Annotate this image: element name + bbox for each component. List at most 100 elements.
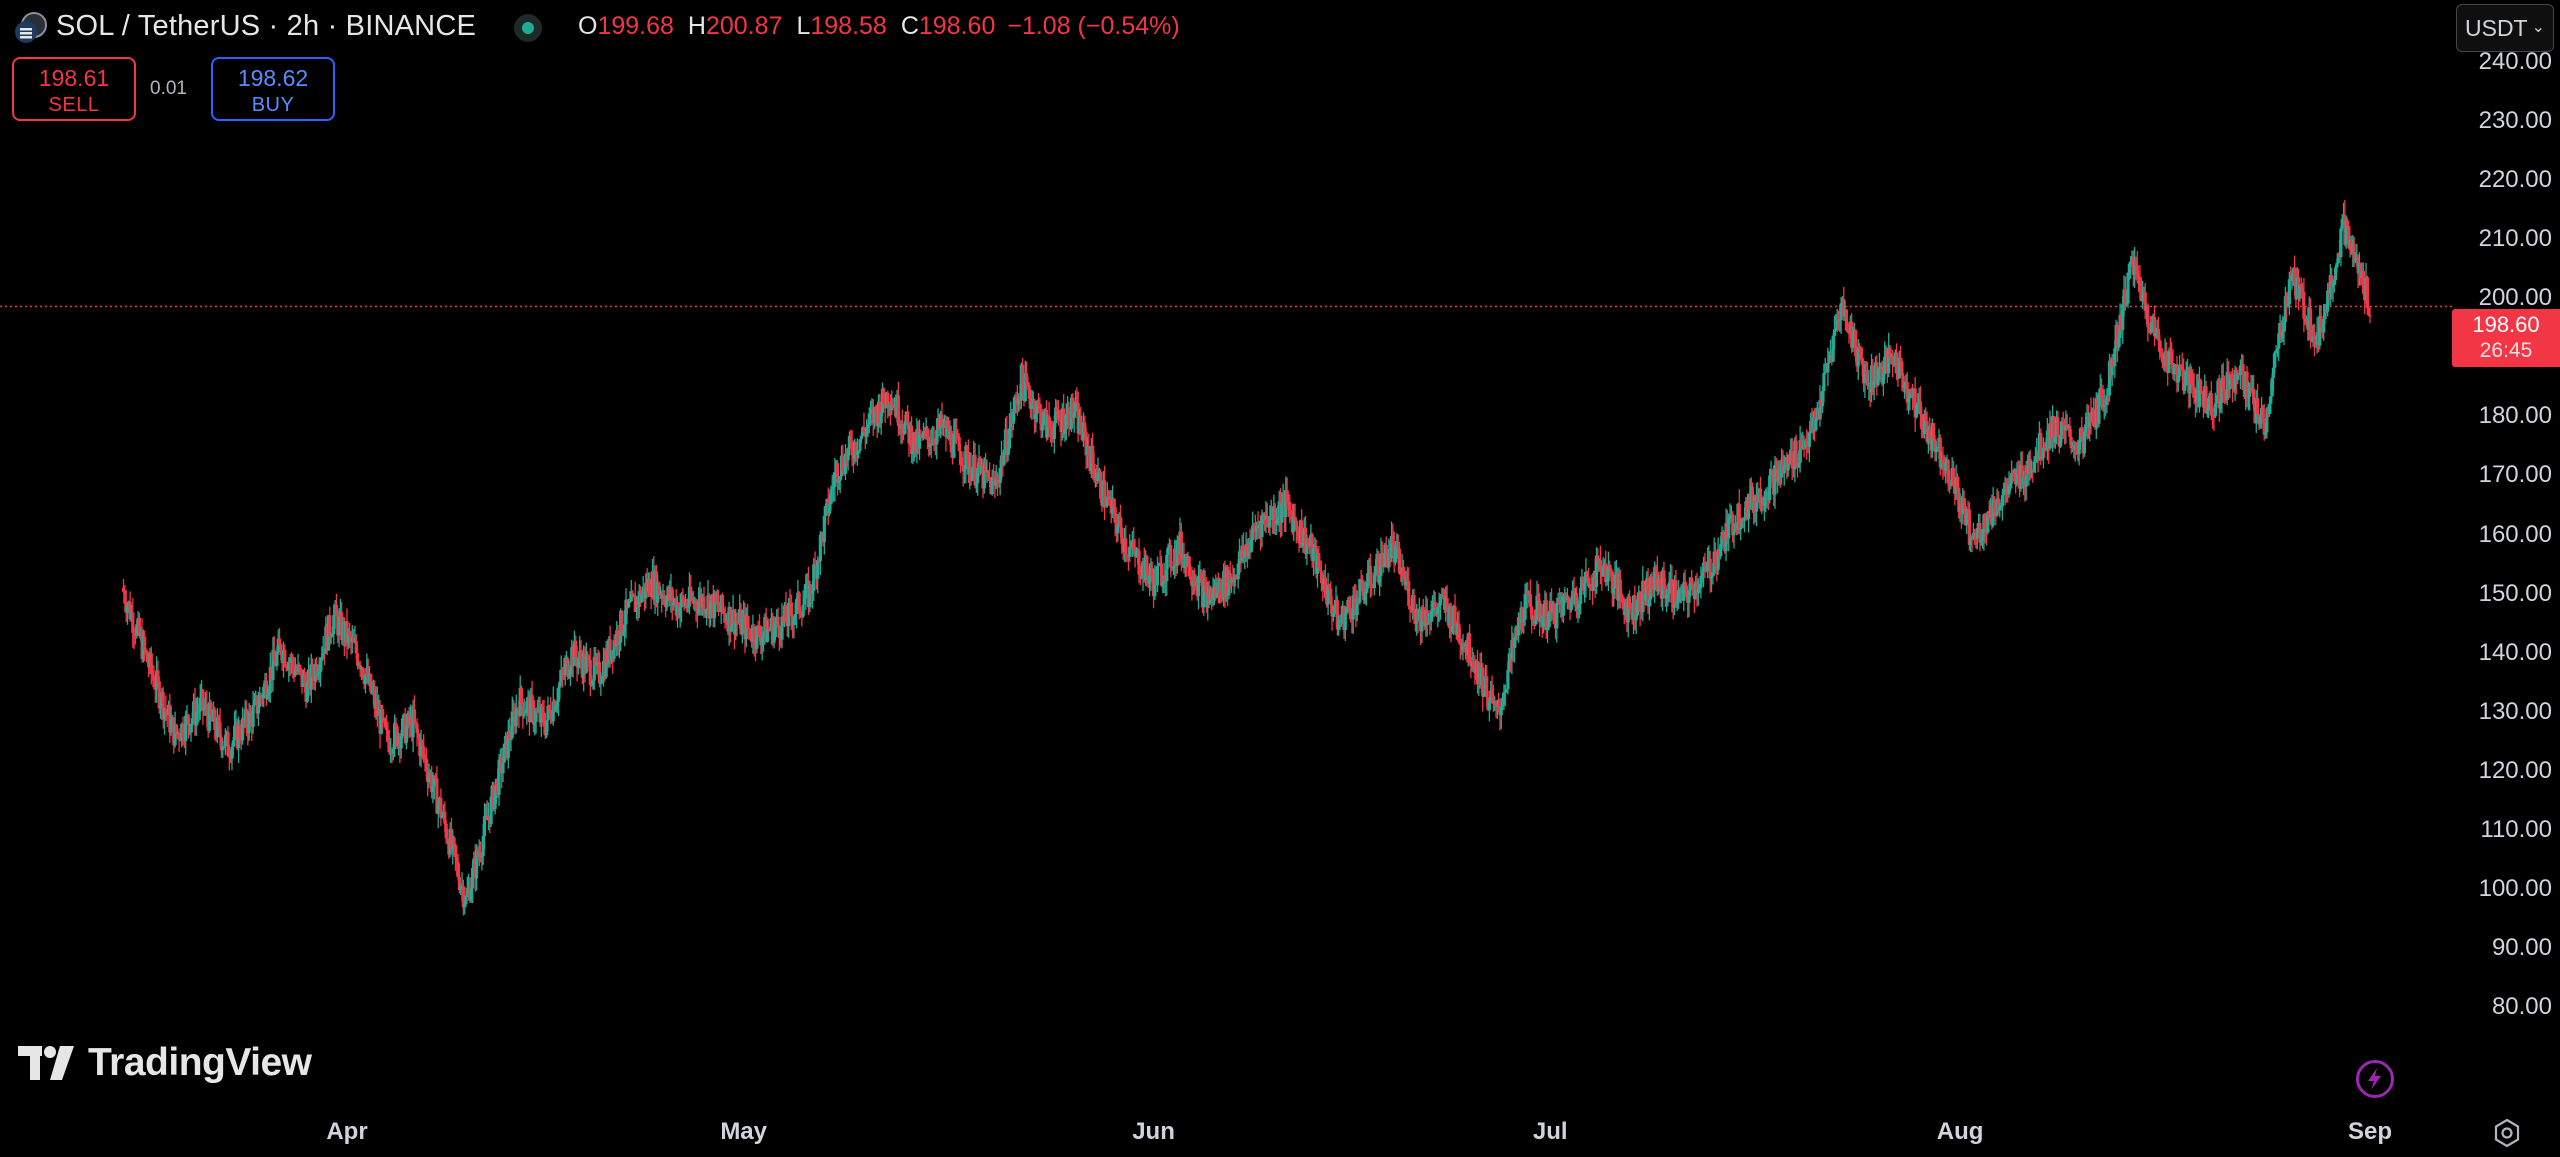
candle-body — [740, 618, 744, 635]
candle-body — [1401, 568, 1406, 577]
candle-body — [1797, 463, 1801, 468]
candle-body — [2312, 336, 2317, 342]
candle-body — [1762, 497, 1767, 507]
candle-body — [1962, 498, 1966, 507]
candle-body — [1601, 566, 1605, 576]
candle-body — [222, 746, 226, 748]
tradingview-logo[interactable]: TradingView — [18, 1040, 312, 1086]
candle-body — [1709, 576, 1714, 579]
candle-body — [966, 452, 971, 475]
candle-body — [1604, 563, 1608, 583]
candle-body — [168, 704, 172, 733]
candle-body — [686, 606, 690, 608]
candle-body — [1026, 383, 1030, 386]
candle-body — [1150, 568, 1154, 580]
candle-body — [1265, 516, 1269, 524]
candle-body — [828, 504, 832, 514]
candle-body — [1891, 356, 1895, 364]
candle-body — [1834, 328, 1838, 330]
candle-body — [2209, 393, 2213, 416]
market-status-icon[interactable] — [514, 14, 542, 42]
candle-body — [2191, 384, 2195, 387]
candle-body — [1839, 303, 1843, 321]
symbol-title[interactable]: SOL / TetherUS · 2h · BINANCE — [56, 10, 476, 42]
candle-body — [2181, 369, 2186, 391]
currency-selector[interactable]: USDT ⌄ — [2456, 4, 2554, 52]
candle-body — [1901, 375, 1905, 388]
candle-body — [1171, 566, 1175, 569]
candle-body — [1545, 627, 1550, 631]
candle-body — [1612, 588, 1616, 594]
candle-body — [531, 700, 536, 725]
lightning-icon[interactable] — [2356, 1060, 2394, 1098]
candle-body — [2339, 228, 2343, 258]
candle-body — [2347, 226, 2351, 248]
candle-body — [1676, 590, 1681, 602]
candle-body — [554, 705, 558, 712]
candle-body — [716, 602, 721, 610]
candle-body — [1002, 449, 1006, 465]
candle-body — [679, 595, 684, 608]
candle-body — [1980, 535, 1985, 541]
candle-body — [1389, 535, 1394, 559]
candle-body — [2015, 468, 2019, 485]
candle-body — [1327, 584, 1332, 589]
candle-body — [1695, 581, 1699, 594]
candle-body — [1487, 701, 1491, 711]
candle-body — [798, 613, 803, 615]
candle-body — [1782, 465, 1786, 474]
candle-body — [1491, 695, 1495, 704]
candle-body — [1528, 593, 1532, 607]
candle-body — [1871, 365, 1875, 388]
candle-body — [381, 708, 385, 720]
candle-body — [1155, 566, 1160, 586]
candle-body — [1621, 596, 1625, 609]
buy-button[interactable]: 198.62 BUY — [211, 57, 335, 121]
candle-body — [1647, 599, 1651, 607]
price-tick-label: 90.00 — [2491, 933, 2552, 961]
candle-body — [714, 592, 718, 603]
candle-body — [457, 877, 461, 891]
candle-body — [1494, 700, 1498, 706]
candle-body — [2170, 351, 2174, 365]
candle-body — [1202, 582, 1206, 608]
candle-body — [608, 639, 612, 661]
candle-body — [404, 725, 409, 743]
candle-body — [512, 711, 516, 713]
candle-body — [152, 676, 156, 688]
candle-body — [297, 664, 301, 669]
gear-icon[interactable] — [2492, 1118, 2522, 1148]
candle-body — [780, 616, 784, 640]
candle-body — [1481, 667, 1485, 697]
candle-body — [1999, 506, 2003, 508]
candle-body — [2318, 315, 2322, 346]
price-tick-label: 110.00 — [2480, 815, 2552, 843]
logo-text: TradingView — [88, 1041, 312, 1084]
candle-body — [802, 598, 807, 605]
candle-body — [1378, 575, 1382, 583]
candle-body — [2140, 295, 2145, 301]
candle-body — [702, 596, 706, 613]
candle-body — [793, 614, 797, 619]
ohlc-change: −1.08 (−0.54%) — [1007, 12, 1180, 40]
candle-body — [1311, 548, 1316, 561]
candle-body — [2101, 397, 2105, 408]
candle-body — [1072, 411, 1076, 419]
candle-body — [169, 719, 173, 733]
sell-button[interactable]: 198.61 SELL — [12, 57, 136, 121]
candle-body — [1609, 568, 1613, 572]
candle-body — [882, 388, 886, 403]
candle-body — [1064, 414, 1068, 430]
candle-body — [1134, 550, 1138, 557]
candle-body — [604, 649, 608, 677]
candle-body — [318, 660, 323, 673]
candle-body — [1594, 555, 1599, 587]
candle-body — [1453, 606, 1457, 625]
candle-body — [247, 710, 251, 733]
candle-body — [1690, 577, 1694, 584]
candle-body — [293, 670, 298, 676]
candle-body — [921, 431, 926, 439]
candle-body — [1196, 575, 1201, 597]
candle-body — [1703, 562, 1707, 567]
